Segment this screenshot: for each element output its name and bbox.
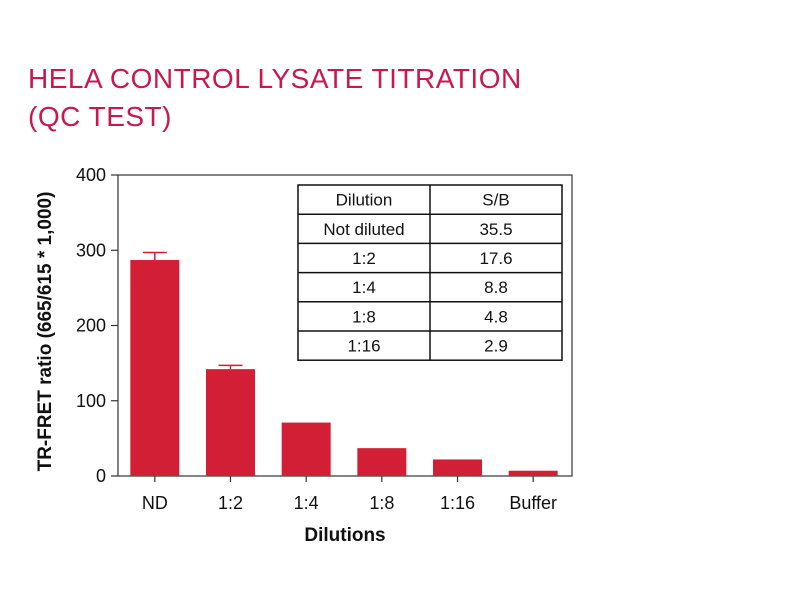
inset-table-cell: 1:8 xyxy=(352,307,376,326)
inset-table-cell: 2.9 xyxy=(484,337,508,356)
inset-table-cell: Not diluted xyxy=(323,220,404,239)
inset-table-cell: 1:2 xyxy=(352,249,376,268)
x-tick-label: ND xyxy=(142,493,168,513)
inset-table-cell: 35.5 xyxy=(479,220,512,239)
x-tick-label: 1:4 xyxy=(294,493,319,513)
y-tick-label: 200 xyxy=(76,316,106,336)
chart-title-line-2: (QC TEST) xyxy=(28,101,172,132)
y-tick-label: 100 xyxy=(76,391,106,411)
inset-table-cell: 4.8 xyxy=(484,307,508,326)
bar xyxy=(206,369,255,476)
inset-table-header: Dilution xyxy=(336,191,393,210)
inset-table-cell: 8.8 xyxy=(484,278,508,297)
inset-table-cell: 17.6 xyxy=(479,249,512,268)
x-axis-title: Dilutions xyxy=(304,525,385,546)
chart-title: HELA CONTROL LYSATE TITRATION (QC TEST) xyxy=(28,60,728,136)
x-tick-label: 1:2 xyxy=(218,493,243,513)
plot-area: 0 100 200 300 400 ND 1:2 1:4 1:8 1:16 Buffer Diluti… xyxy=(35,165,573,546)
y-tick-label: 400 xyxy=(76,165,106,185)
x-tick-label: 1:16 xyxy=(440,493,475,513)
x-tick-label: 1:8 xyxy=(369,493,394,513)
bar xyxy=(357,448,407,476)
y-axis-title: TR-FRET ratio (665/615 * 1,000) xyxy=(35,192,56,472)
chart-title-line-1: HELA CONTROL LYSATE TITRATION xyxy=(28,63,522,94)
y-tick-label: 0 xyxy=(96,466,106,486)
bar xyxy=(281,422,331,476)
inset-table-header: S/B xyxy=(482,191,509,210)
inset-table-cell: 1:4 xyxy=(352,278,376,297)
y-tick-label: 300 xyxy=(76,240,106,260)
x-tick-label: Buffer xyxy=(509,493,557,513)
inset-table-cell: 1:16 xyxy=(347,337,380,356)
bar xyxy=(130,260,180,476)
bar xyxy=(508,470,558,476)
bar xyxy=(433,459,482,476)
